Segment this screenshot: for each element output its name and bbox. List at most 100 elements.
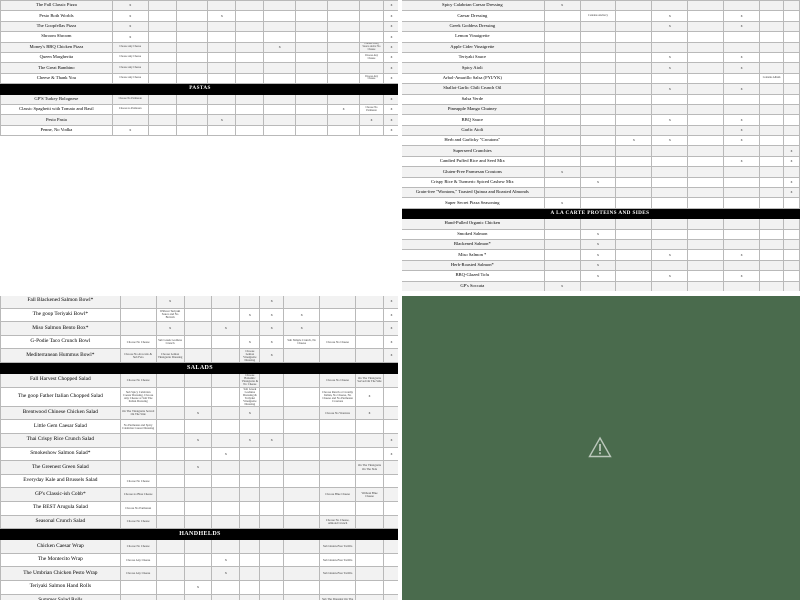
menu-item-name[interactable]: Greek Goddess Dressing bbox=[400, 20, 545, 33]
cell-empty[interactable] bbox=[687, 124, 725, 137]
cell-mark[interactable]: x bbox=[723, 10, 761, 22]
cell-empty[interactable] bbox=[783, 238, 800, 251]
cell-note[interactable]: Choose No Cheese bbox=[119, 473, 157, 489]
cell-mark[interactable]: x bbox=[183, 593, 213, 600]
cell-empty[interactable] bbox=[687, 187, 725, 199]
cell-empty[interactable] bbox=[355, 446, 384, 462]
table-row[interactable]: Garlic Aioli x bbox=[400, 124, 800, 137]
cell-empty[interactable] bbox=[579, 280, 617, 292]
cell-empty[interactable] bbox=[155, 460, 185, 475]
cell-empty[interactable] bbox=[155, 473, 185, 489]
cell-empty[interactable] bbox=[355, 552, 384, 568]
cell-empty[interactable] bbox=[651, 259, 689, 272]
cell-empty[interactable] bbox=[295, 72, 329, 85]
menu-item-name[interactable]: The Umbrian Chicken Pesto Wrap bbox=[0, 566, 121, 581]
cell-mark[interactable]: x bbox=[239, 405, 261, 421]
cell-empty[interactable] bbox=[183, 419, 213, 435]
cell-empty[interactable] bbox=[759, 0, 785, 12]
cell-empty[interactable] bbox=[235, 10, 265, 22]
cell-empty[interactable] bbox=[295, 62, 329, 74]
cell-empty[interactable] bbox=[235, 93, 265, 105]
menu-item-name[interactable]: Penne, No Vodka bbox=[0, 124, 113, 137]
cell-empty[interactable] bbox=[543, 135, 581, 147]
cell-empty[interactable] bbox=[615, 145, 653, 157]
cell-empty[interactable] bbox=[235, 72, 265, 85]
cell-mark[interactable]: x bbox=[651, 135, 689, 147]
cell-mark[interactable]: x bbox=[259, 433, 285, 448]
menu-item-name[interactable]: Super Secret Pizza Seasoning bbox=[400, 197, 545, 209]
table-row[interactable]: Little Gem Caesar Salad No Parmesan and S… bbox=[0, 419, 400, 435]
menu-item-name[interactable]: Fall Blackened Salmon Bowl* bbox=[0, 294, 121, 309]
cell-empty[interactable] bbox=[759, 114, 785, 126]
cell-note[interactable]: Choose Any Cheese bbox=[111, 72, 149, 85]
cell-empty[interactable] bbox=[382, 419, 400, 435]
cell-note[interactable]: Choose Any Cheese bbox=[111, 62, 149, 74]
cell-empty[interactable] bbox=[783, 41, 800, 53]
cell-empty[interactable] bbox=[579, 197, 617, 209]
cell-empty[interactable] bbox=[319, 348, 357, 363]
cell-empty[interactable] bbox=[579, 93, 617, 105]
cell-empty[interactable] bbox=[283, 552, 321, 568]
cell-empty[interactable] bbox=[211, 433, 241, 448]
menu-item-name[interactable]: Caesar Dressing bbox=[400, 10, 545, 22]
cell-empty[interactable] bbox=[155, 433, 185, 448]
cell-empty[interactable] bbox=[259, 446, 285, 462]
cell-empty[interactable] bbox=[211, 405, 241, 421]
cell-empty[interactable] bbox=[783, 72, 800, 85]
cell-empty[interactable] bbox=[283, 593, 321, 600]
cell-note[interactable]: Choose Any Cheese bbox=[119, 552, 157, 568]
cell-note[interactable]: Choose No Cheese bbox=[119, 514, 157, 530]
cell-empty[interactable] bbox=[327, 51, 361, 64]
cell-empty[interactable] bbox=[295, 51, 329, 64]
cell-mark[interactable]: x bbox=[723, 124, 761, 137]
cell-note[interactable]: Sub Gluten-Free Tortilla bbox=[319, 539, 357, 554]
cell-empty[interactable] bbox=[783, 124, 800, 137]
cell-mark[interactable]: x bbox=[651, 270, 689, 282]
cell-empty[interactable] bbox=[359, 10, 384, 22]
cell-empty[interactable] bbox=[283, 372, 321, 388]
cell-empty[interactable] bbox=[147, 124, 177, 137]
cell-mark[interactable]: x bbox=[355, 405, 384, 421]
cell-empty[interactable] bbox=[283, 579, 321, 595]
cell-mark[interactable]: x bbox=[259, 348, 285, 363]
cell-empty[interactable] bbox=[175, 31, 209, 43]
cell-mark[interactable]: x bbox=[155, 321, 185, 336]
cell-mark[interactable]: x bbox=[155, 294, 185, 309]
cell-empty[interactable] bbox=[687, 0, 725, 12]
cell-empty[interactable] bbox=[295, 124, 329, 137]
cell-empty[interactable] bbox=[687, 259, 725, 272]
menu-item-name[interactable]: Fall Harvest Chopped Salad bbox=[0, 372, 121, 388]
cell-mark[interactable]: x bbox=[111, 0, 149, 12]
cell-empty[interactable] bbox=[543, 187, 581, 199]
cell-empty[interactable] bbox=[359, 20, 384, 33]
cell-note[interactable]: On The Vinaigrette Served On The Side bbox=[355, 372, 384, 388]
cell-mark[interactable]: x bbox=[723, 83, 761, 95]
cell-empty[interactable] bbox=[615, 197, 653, 209]
cell-empty[interactable] bbox=[723, 187, 761, 199]
cell-empty[interactable] bbox=[263, 93, 297, 105]
table-row[interactable]: The Great Bambino Choose Any Cheese x bbox=[0, 62, 400, 74]
menu-item-name[interactable]: Blackened Salmon* bbox=[400, 238, 545, 251]
cell-mark[interactable]: x bbox=[723, 270, 761, 282]
cell-empty[interactable] bbox=[283, 446, 321, 462]
cell-empty[interactable] bbox=[239, 501, 261, 516]
cell-empty[interactable] bbox=[319, 501, 357, 516]
cell-mark[interactable]: x bbox=[111, 124, 149, 137]
cell-empty[interactable] bbox=[759, 51, 785, 64]
cell-empty[interactable] bbox=[119, 593, 157, 600]
cell-empty[interactable] bbox=[175, 124, 209, 137]
cell-empty[interactable] bbox=[263, 124, 297, 137]
table-row[interactable]: Miso Salmon * x x x bbox=[400, 249, 800, 261]
cell-empty[interactable] bbox=[783, 0, 800, 12]
cell-empty[interactable] bbox=[783, 197, 800, 209]
menu-item-name[interactable]: Miso Salmon Bento Box* bbox=[0, 321, 121, 336]
cell-empty[interactable] bbox=[759, 218, 785, 230]
cell-empty[interactable] bbox=[183, 566, 213, 581]
table-row[interactable]: Everyday Kale and Brussels Salad Choose N… bbox=[0, 473, 400, 489]
cell-empty[interactable] bbox=[759, 135, 785, 147]
cell-empty[interactable] bbox=[283, 566, 321, 581]
cell-empty[interactable] bbox=[155, 446, 185, 462]
cell-mark[interactable]: x bbox=[651, 62, 689, 74]
cell-empty[interactable] bbox=[759, 103, 785, 116]
cell-empty[interactable] bbox=[239, 514, 261, 530]
